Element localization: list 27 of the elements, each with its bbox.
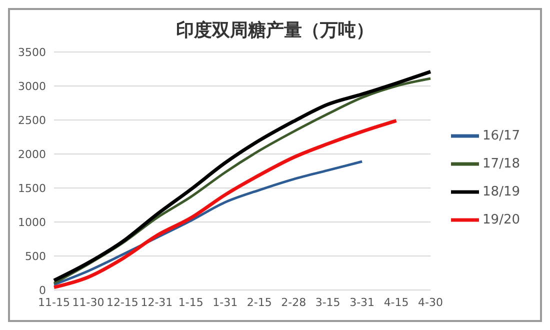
y-tick-label: 0 — [39, 284, 46, 297]
legend-label: 16/17 — [482, 128, 520, 144]
x-tick-label: 1-15 — [178, 296, 204, 309]
x-tick-label: 11-15 — [38, 296, 70, 309]
y-tick-label: 2500 — [18, 114, 46, 127]
y-tick-label: 3000 — [18, 80, 46, 93]
line-series — [52, 118, 398, 290]
x-tick-label: 4-15 — [384, 296, 409, 309]
y-tick-label: 500 — [25, 250, 46, 263]
x-tick-label: 4-30 — [418, 296, 444, 309]
x-tick-label: 11-30 — [72, 296, 104, 309]
x-tick-label: 2-28 — [281, 296, 306, 309]
legend-label: 19/20 — [482, 212, 520, 228]
x-tick-label: 12-31 — [140, 296, 173, 309]
y-tick-label: 1500 — [18, 182, 46, 195]
x-tick-label: 3-15 — [315, 296, 340, 309]
x-tick-label: 3-31 — [350, 296, 375, 309]
chart-title: 印度双周糖产量（万吨） — [175, 19, 375, 42]
x-tick-label: 12-15 — [106, 296, 138, 309]
x-tick-label: 1-31 — [212, 296, 238, 309]
line-series — [52, 160, 364, 286]
legend-label: 17/18 — [482, 156, 520, 172]
y-tick-label: 3500 — [18, 46, 46, 59]
y-tick-label: 2000 — [18, 148, 46, 161]
legend-label: 18/19 — [482, 184, 520, 200]
x-tick-label: 2-15 — [246, 296, 272, 309]
y-tick-label: 1000 — [18, 216, 46, 229]
